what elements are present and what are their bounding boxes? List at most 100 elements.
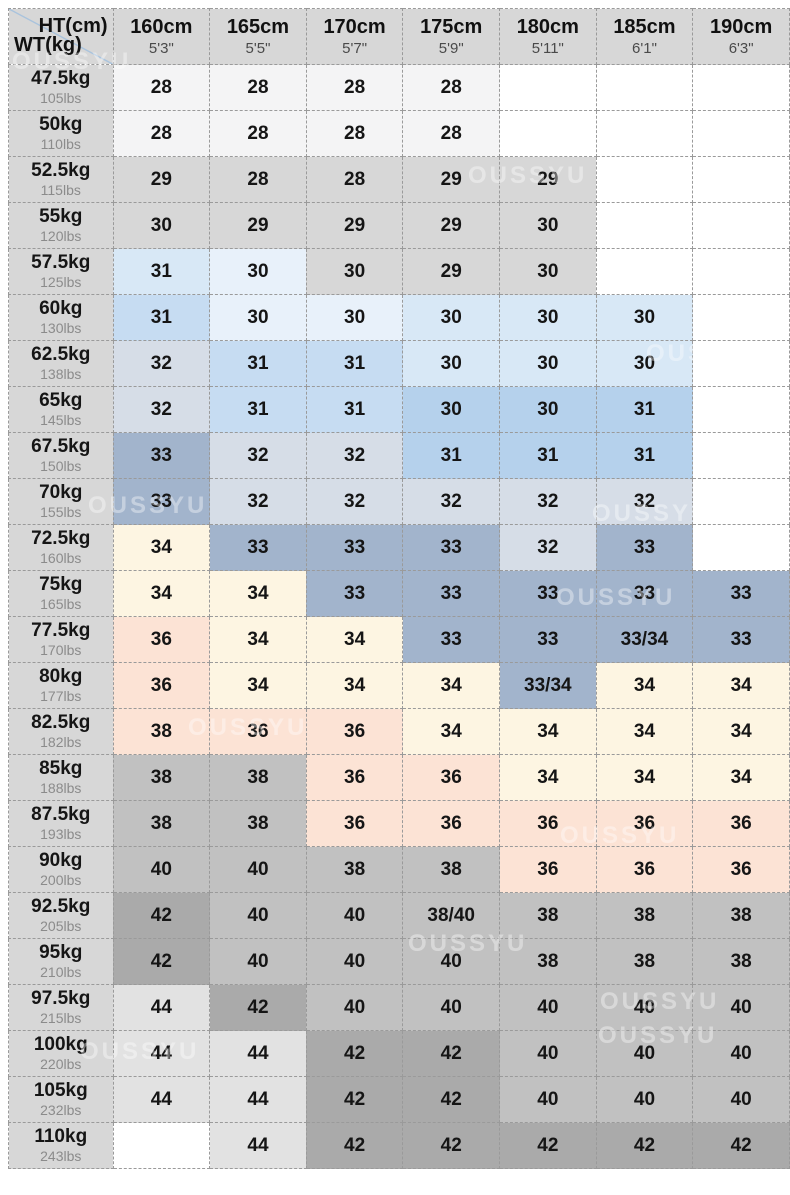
size-cell: 31 — [402, 432, 501, 479]
size-cell: 31 — [595, 432, 694, 479]
column-header-190cm: 190cm 6'3" — [692, 8, 790, 65]
row-header-90kg: 90kg 200lbs — [8, 846, 114, 893]
size-cell: 30 — [112, 202, 211, 249]
size-cell: 30 — [499, 248, 597, 295]
size-cell: 40 — [209, 938, 307, 985]
weight-lbs-label: 182lbs — [40, 733, 82, 750]
weight-kg-label: 82.5kg — [31, 712, 91, 734]
size-cell: 33 — [499, 616, 597, 663]
size-cell: 36 — [692, 800, 790, 847]
size-cell — [692, 294, 790, 341]
size-cell: 31 — [499, 432, 597, 479]
weight-lbs-label: 130lbs — [40, 319, 82, 336]
size-cell: 29 — [305, 202, 404, 249]
size-cell: 30 — [209, 294, 307, 341]
size-cell: 44 — [112, 984, 211, 1031]
column-header-180cm: 180cm 5'11" — [499, 8, 597, 65]
size-cell: 29 — [112, 156, 211, 203]
size-cell: 30 — [209, 248, 307, 295]
table-row: 50kg 110lbs 28 28 28 28 — [8, 110, 790, 157]
weight-lbs-label: 188lbs — [40, 779, 82, 796]
table-row: 70kg 155lbs 33 32 32 32 32 32 — [8, 478, 790, 525]
size-cell: 34 — [595, 662, 694, 709]
size-cell: 42 — [402, 1076, 501, 1123]
weight-kg-label: 92.5kg — [31, 896, 91, 918]
size-cell: 34 — [305, 616, 404, 663]
weight-kg-label: 105kg — [33, 1080, 88, 1102]
row-header-70kg: 70kg 155lbs — [8, 478, 114, 525]
size-cell: 40 — [402, 984, 501, 1031]
size-cell: 31 — [112, 294, 211, 341]
size-cell: 38 — [112, 708, 211, 755]
height-cm-label: 175cm — [420, 16, 483, 38]
size-cell: 38 — [305, 846, 404, 893]
size-cell: 33 — [595, 570, 694, 617]
size-cell: 36 — [112, 662, 211, 709]
size-cell: 31 — [209, 386, 307, 433]
size-cell: 40 — [305, 984, 404, 1031]
size-cell: 33 — [692, 570, 790, 617]
weight-kg-label: 80kg — [39, 666, 83, 688]
table-row: 57.5kg 125lbs 31 30 30 29 30 — [8, 248, 790, 295]
size-cell — [595, 156, 694, 203]
table-row: 67.5kg 150lbs 33 32 32 31 31 31 — [8, 432, 790, 479]
weight-kg-label: 85kg — [39, 758, 83, 780]
size-cell: 32 — [112, 340, 211, 387]
size-cell: 44 — [209, 1030, 307, 1077]
weight-lbs-label: 232lbs — [40, 1101, 82, 1118]
size-cell — [692, 524, 790, 571]
weight-lbs-label: 220lbs — [40, 1055, 82, 1072]
weight-lbs-label: 243lbs — [40, 1147, 82, 1164]
table-row: 92.5kg 205lbs 42 40 40 38/40 38 38 38 — [8, 892, 790, 939]
size-cell: 36 — [595, 800, 694, 847]
size-cell: 44 — [112, 1076, 211, 1123]
size-cell: 30 — [499, 340, 597, 387]
weight-lbs-label: 125lbs — [40, 273, 82, 290]
size-cell: 34 — [402, 708, 501, 755]
row-header-72.5kg: 72.5kg 160lbs — [8, 524, 114, 571]
column-header-185cm: 185cm 6'1" — [595, 8, 694, 65]
table-header: HT(cm) WT(kg) 160cm 5'3" 165cm 5'5" 170cm 5'7… — [8, 8, 790, 65]
size-cell: 33 — [305, 570, 404, 617]
weight-kg-label: 72.5kg — [31, 528, 91, 550]
size-cell: 29 — [402, 202, 501, 249]
size-cell — [692, 248, 790, 295]
size-cell: 34 — [209, 662, 307, 709]
size-cell: 32 — [499, 478, 597, 525]
weight-lbs-label: 105lbs — [40, 89, 82, 106]
weight-kg-label: 55kg — [39, 206, 83, 228]
weight-lbs-label: 193lbs — [40, 825, 82, 842]
corner-cell: HT(cm) WT(kg) — [8, 8, 114, 65]
size-cell: 28 — [305, 110, 404, 157]
weight-kg-label: 62.5kg — [31, 344, 91, 366]
table-row: 65kg 145lbs 32 31 31 30 30 31 — [8, 386, 790, 433]
size-cell: 28 — [112, 64, 211, 111]
weight-lbs-label: 170lbs — [40, 641, 82, 658]
weight-kg-label: 100kg — [33, 1034, 88, 1056]
height-ft-label: 5'5" — [245, 40, 271, 57]
size-cell — [692, 202, 790, 249]
size-cell: 33/34 — [499, 662, 597, 709]
size-cell: 32 — [209, 478, 307, 525]
size-cell: 29 — [402, 248, 501, 295]
size-cell: 30 — [305, 248, 404, 295]
size-cell: 38 — [402, 846, 501, 893]
size-cell: 36 — [305, 754, 404, 801]
table-row: 110kg 243lbs 44 42 42 42 42 42 — [8, 1122, 790, 1169]
size-cell: 36 — [112, 616, 211, 663]
size-cell: 32 — [209, 432, 307, 479]
weight-kg-label: 67.5kg — [31, 436, 91, 458]
size-cell — [499, 64, 597, 111]
table-row: 82.5kg 182lbs 38 36 36 34 34 34 34 — [8, 708, 790, 755]
size-cell: 34 — [692, 754, 790, 801]
size-cell: 33 — [499, 570, 597, 617]
row-header-77.5kg: 77.5kg 170lbs — [8, 616, 114, 663]
size-cell: 38 — [692, 892, 790, 939]
size-cell: 32 — [112, 386, 211, 433]
size-cell: 36 — [402, 800, 501, 847]
size-cell: 28 — [402, 110, 501, 157]
row-header-92.5kg: 92.5kg 205lbs — [8, 892, 114, 939]
size-cell: 38 — [209, 754, 307, 801]
size-cell: 42 — [595, 1122, 694, 1169]
table-row: 72.5kg 160lbs 34 33 33 33 32 33 — [8, 524, 790, 571]
